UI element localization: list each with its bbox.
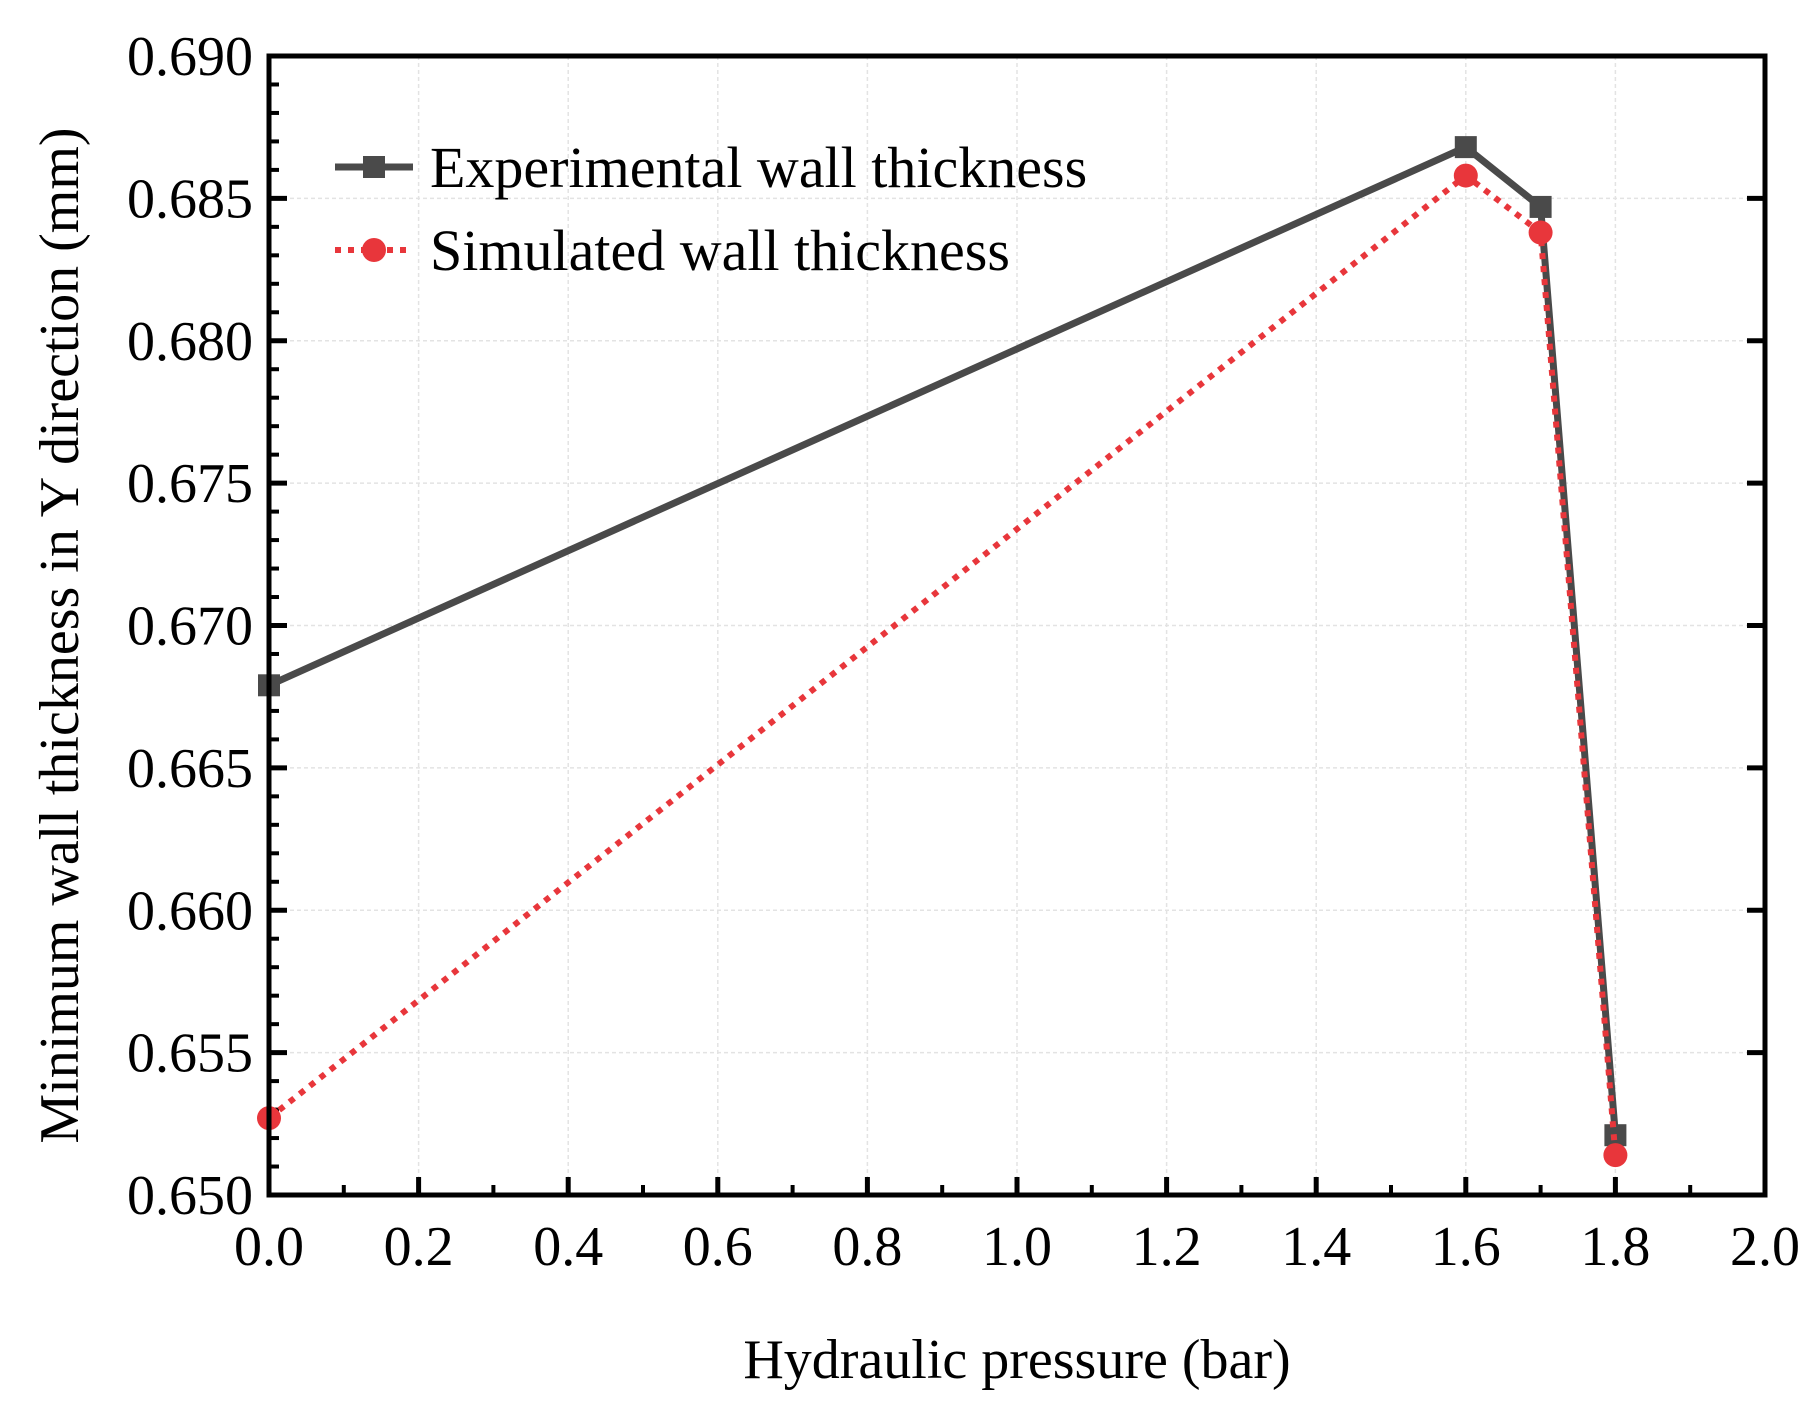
y-tick-label: 0.650 bbox=[127, 1165, 253, 1227]
data-point-square bbox=[1454, 136, 1477, 159]
y-tick-label: 0.690 bbox=[127, 26, 253, 88]
legend-label-simulated: Simulated wall thickness bbox=[430, 218, 1010, 283]
y-tick-label: 0.670 bbox=[127, 596, 253, 658]
x-tick-label: 0.4 bbox=[533, 1216, 603, 1278]
data-point-circle bbox=[1453, 163, 1478, 188]
x-tick-label: 0.0 bbox=[234, 1216, 304, 1278]
y-tick-label: 0.665 bbox=[127, 738, 253, 800]
plot-frame bbox=[266, 53, 1768, 1198]
y-tick-label: 0.655 bbox=[127, 1023, 253, 1085]
x-tick-label: 0.8 bbox=[832, 1216, 902, 1278]
y-tick-label: 0.685 bbox=[127, 168, 253, 230]
x-tick-label: 2.0 bbox=[1730, 1216, 1800, 1278]
legend-item-simulated: Simulated wall thickness bbox=[335, 218, 1010, 283]
legend-marker-circle bbox=[362, 238, 386, 262]
y-tick-labels: 0.650 0.655 0.660 0.665 0.670 0.675 0.680 0.685… bbox=[127, 26, 253, 1227]
x-tick-label: 1.2 bbox=[1132, 1216, 1202, 1278]
data-point-circle bbox=[1603, 1143, 1628, 1168]
series-layer bbox=[257, 136, 1628, 1168]
y-axis-title: Minimum wall thickness in Y direction (m… bbox=[29, 127, 91, 1143]
y-tick-label: 0.660 bbox=[127, 880, 253, 942]
x-tick-label: 1.0 bbox=[982, 1216, 1052, 1278]
series-line-simulated bbox=[267, 172, 1619, 1156]
x-tick-label: 0.2 bbox=[384, 1216, 454, 1278]
grid-lines bbox=[269, 56, 1765, 1195]
x-tick-label: 1.4 bbox=[1281, 1216, 1351, 1278]
legend-marker-square bbox=[363, 156, 385, 178]
legend: Experimental wall thickness Simulated wa… bbox=[335, 135, 1087, 283]
x-tick-labels: 0.0 0.2 0.4 0.6 0.8 1.0 1.2 1.4 1.6 1.8 2.0 bbox=[234, 1216, 1800, 1278]
y-tick-label: 0.680 bbox=[127, 311, 253, 373]
y-tick-label: 0.675 bbox=[127, 453, 253, 515]
legend-label-experimental: Experimental wall thickness bbox=[430, 135, 1087, 200]
x-axis-title: Hydraulic pressure (bar) bbox=[743, 1329, 1290, 1391]
x-tick-label: 0.6 bbox=[683, 1216, 753, 1278]
legend-item-experimental: Experimental wall thickness bbox=[335, 135, 1087, 200]
x-tick-label: 1.8 bbox=[1580, 1216, 1650, 1278]
data-point-square bbox=[1529, 195, 1552, 218]
x-tick-label: 1.6 bbox=[1431, 1216, 1501, 1278]
series-line-experimental bbox=[267, 143, 1619, 1136]
data-point-circle bbox=[1528, 220, 1553, 245]
